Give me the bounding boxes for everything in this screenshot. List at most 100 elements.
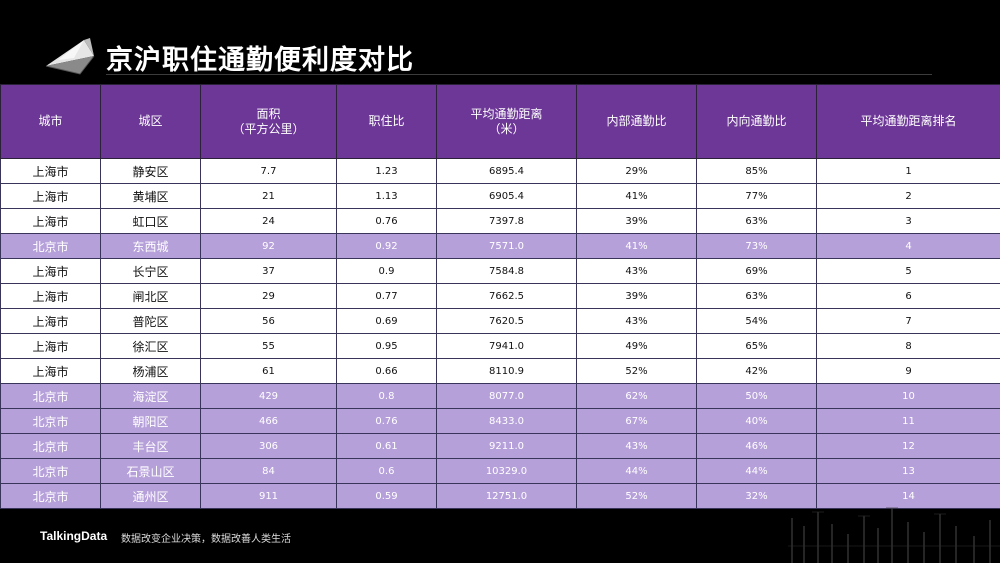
avg-distance-cell: 7620.5 [436,308,577,334]
area-cell: 911 [200,483,337,509]
header-district: 城区 [100,84,201,159]
avg-distance-cell: 7662.5 [436,283,577,309]
district-cell: 石景山区 [100,458,201,484]
header-avg-distance: 平均通勤距离 （米） [436,84,577,159]
job-housing-ratio-cell: 0.66 [336,358,437,384]
header-area: 面积 （平方公里） [200,84,337,159]
rank-cell: 4 [816,233,1000,259]
job-housing-ratio-cell: 0.59 [336,483,437,509]
inbound-ratio-cell: 54% [696,308,817,334]
page-title: 京沪职住通勤便利度对比 [106,45,414,76]
job-housing-ratio-cell: 0.6 [336,458,437,484]
city-cell: 上海市 [0,183,101,209]
rank-cell: 7 [816,308,1000,334]
internal-ratio-cell: 39% [576,283,697,309]
area-cell: 7.7 [200,158,337,184]
comparison-table: 城市 城区 面积 （平方公里） 职住比 平均通勤距离 （米） 内部通勤比 内向通勤比 平均通勤距离… [0,84,1000,509]
job-housing-ratio-cell: 0.8 [336,383,437,409]
brand-logo-text: TalkingData [40,529,108,543]
area-cell: 466 [200,408,337,434]
table-row: 北京市 东西城 92 0.92 7571.0 41% 73% 4 [0,233,1000,259]
inbound-ratio-cell: 73% [696,233,817,259]
table-row: 上海市 普陀区 56 0.69 7620.5 43% 54% 7 [0,308,1000,334]
table-row: 上海市 徐汇区 55 0.95 7941.0 49% 65% 8 [0,333,1000,359]
header-inbound-ratio: 内向通勤比 [696,84,817,159]
inbound-ratio-cell: 65% [696,333,817,359]
city-cell: 上海市 [0,358,101,384]
avg-distance-cell: 7571.0 [436,233,577,259]
rank-cell: 14 [816,483,1000,509]
rank-cell: 3 [816,208,1000,234]
table-row: 上海市 黄埔区 21 1.13 6905.4 41% 77% 2 [0,183,1000,209]
avg-distance-cell: 12751.0 [436,483,577,509]
district-cell: 丰台区 [100,433,201,459]
inbound-ratio-cell: 44% [696,458,817,484]
rank-cell: 12 [816,433,1000,459]
avg-distance-cell: 8077.0 [436,383,577,409]
rank-cell: 5 [816,258,1000,284]
inbound-ratio-cell: 32% [696,483,817,509]
city-cell: 北京市 [0,408,101,434]
inbound-ratio-cell: 85% [696,158,817,184]
inbound-ratio-cell: 40% [696,408,817,434]
brand-tagline: 数据改变企业决策，数据改善人类生活 [121,534,291,545]
job-housing-ratio-cell: 1.23 [336,158,437,184]
city-cell: 北京市 [0,383,101,409]
inbound-ratio-cell: 63% [696,208,817,234]
header-job-housing-ratio: 职住比 [336,84,437,159]
city-cell: 北京市 [0,233,101,259]
header-internal-ratio: 内部通勤比 [576,84,697,159]
internal-ratio-cell: 41% [576,233,697,259]
table-row: 上海市 闸北区 29 0.77 7662.5 39% 63% 6 [0,283,1000,309]
city-cell: 上海市 [0,333,101,359]
district-cell: 徐汇区 [100,333,201,359]
rank-cell: 10 [816,383,1000,409]
internal-ratio-cell: 43% [576,258,697,284]
table-body: 上海市 静安区 7.7 1.23 6895.4 29% 85% 1 上海市 黄埔区 21 1.13 69… [0,158,1000,509]
internal-ratio-cell: 43% [576,433,697,459]
city-cell: 上海市 [0,258,101,284]
district-cell: 海淀区 [100,383,201,409]
city-cell: 上海市 [0,308,101,334]
district-cell: 长宁区 [100,258,201,284]
table-row: 上海市 静安区 7.7 1.23 6895.4 29% 85% 1 [0,158,1000,184]
rank-cell: 6 [816,283,1000,309]
internal-ratio-cell: 39% [576,208,697,234]
inbound-ratio-cell: 63% [696,283,817,309]
job-housing-ratio-cell: 0.61 [336,433,437,459]
job-housing-ratio-cell: 1.13 [336,183,437,209]
internal-ratio-cell: 41% [576,183,697,209]
avg-distance-cell: 8110.9 [436,358,577,384]
table-row: 北京市 海淀区 429 0.8 8077.0 62% 50% 10 [0,383,1000,409]
job-housing-ratio-cell: 0.92 [336,233,437,259]
faceted-prism-logo-icon [45,38,95,75]
job-housing-ratio-cell: 0.76 [336,208,437,234]
city-cell: 上海市 [0,283,101,309]
district-cell: 黄埔区 [100,183,201,209]
table-row: 北京市 丰台区 306 0.61 9211.0 43% 46% 12 [0,433,1000,459]
rank-cell: 9 [816,358,1000,384]
district-cell: 朝阳区 [100,408,201,434]
internal-ratio-cell: 52% [576,483,697,509]
header-distance-rank: 平均通勤距离排名 [816,84,1000,159]
district-cell: 静安区 [100,158,201,184]
city-cell: 上海市 [0,158,101,184]
internal-ratio-cell: 44% [576,458,697,484]
rank-cell: 2 [816,183,1000,209]
district-cell: 闸北区 [100,283,201,309]
internal-ratio-cell: 52% [576,358,697,384]
job-housing-ratio-cell: 0.77 [336,283,437,309]
rank-cell: 13 [816,458,1000,484]
area-cell: 29 [200,283,337,309]
area-cell: 56 [200,308,337,334]
area-cell: 61 [200,358,337,384]
area-cell: 429 [200,383,337,409]
header-city: 城市 [0,84,101,159]
district-cell: 通州区 [100,483,201,509]
job-housing-ratio-cell: 0.76 [336,408,437,434]
city-skyline-decoration [788,507,1000,563]
area-cell: 92 [200,233,337,259]
table-row: 北京市 通州区 911 0.59 12751.0 52% 32% 14 [0,483,1000,509]
rank-cell: 1 [816,158,1000,184]
area-cell: 55 [200,333,337,359]
